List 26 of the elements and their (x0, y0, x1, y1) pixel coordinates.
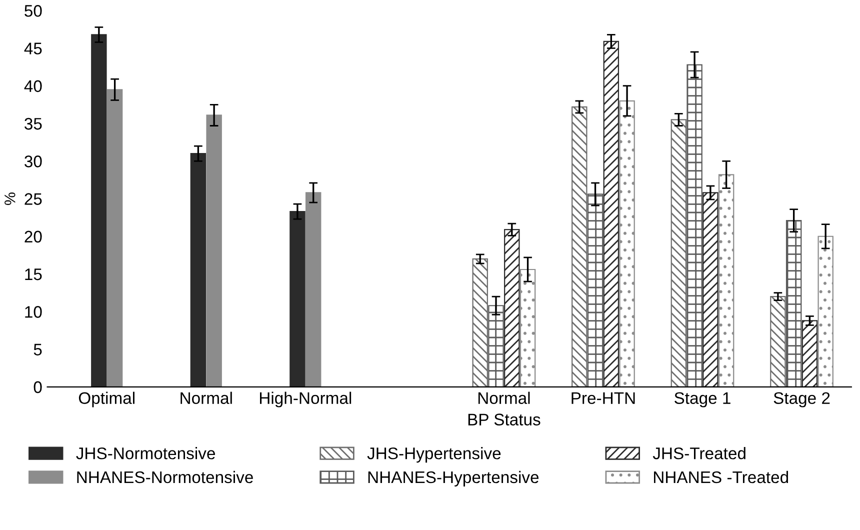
x-tick-label: Stage 2 (774, 392, 830, 408)
y-tick-label: 40 (24, 80, 42, 92)
y-tick-label: 15 (25, 268, 42, 280)
y-tick-label: 10 (25, 306, 42, 318)
y-tick-label: 45 (24, 42, 42, 54)
y-tick-label: 35 (24, 118, 42, 130)
x-tick-label: Stage 1 (674, 392, 730, 408)
legend-label: NHANES-Normotensive (77, 470, 253, 484)
x-tick-label: Pre-HTN (572, 392, 635, 404)
legend-label: JHS-Hypertensive (367, 447, 501, 463)
x-axis-title: BP Status (468, 414, 540, 426)
x-tick-label: Normal (180, 392, 232, 404)
legend-label: JHS-Treated (652, 447, 746, 460)
legend-label: NHANES -Treated (654, 470, 788, 484)
legend-label: JHS-Normotensive (76, 447, 215, 460)
x-tick-label: High-Normal (260, 392, 352, 408)
x-tick-label: Normal (478, 392, 530, 404)
x-tick-label: Optimal (78, 392, 134, 408)
y-tick-label: 30 (24, 156, 42, 168)
y-tick-label: 25 (24, 193, 42, 205)
y-tick-label: 5 (34, 344, 42, 356)
y-tick-label: 20 (24, 230, 42, 243)
y-tick-label: 50 (24, 5, 42, 17)
legend-label: NHANES-Hypertensive (368, 470, 539, 486)
y-tick-label: 0 (34, 381, 42, 394)
y-axis-title: % (4, 192, 16, 205)
